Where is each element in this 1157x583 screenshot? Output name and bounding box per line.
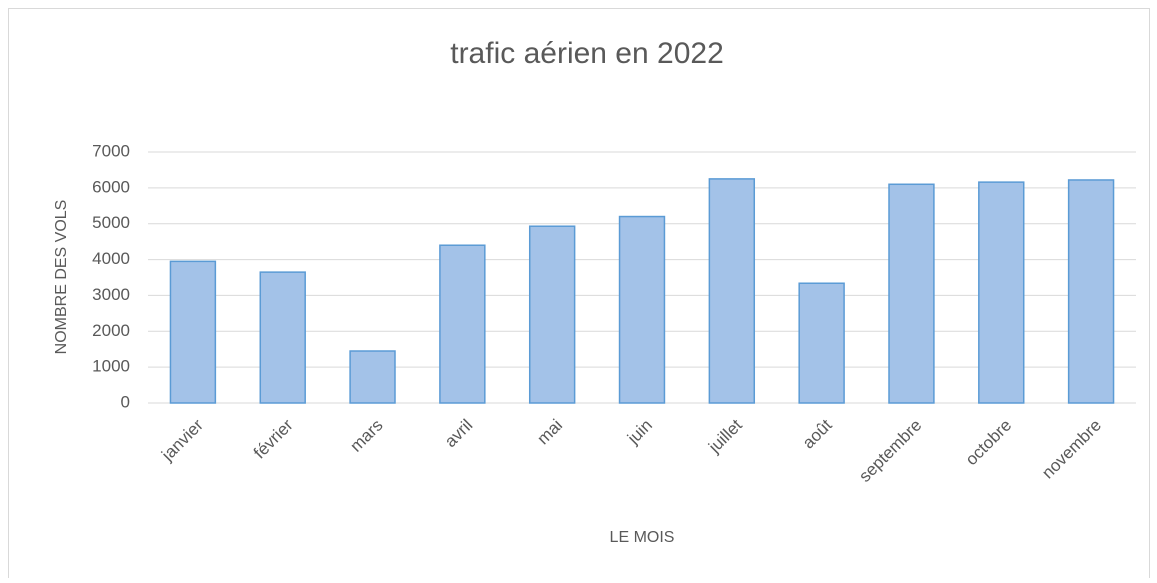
bar	[259, 271, 306, 404]
y-tick-label: 2000	[92, 321, 130, 340]
y-tick-label: 1000	[92, 357, 130, 376]
bar	[888, 183, 935, 404]
bar	[798, 282, 845, 404]
y-tick-label: 4000	[92, 249, 130, 268]
bar	[618, 215, 666, 404]
y-axis-label: NOMBRE DES VOLS	[53, 200, 70, 355]
y-tick-label: 6000	[92, 177, 130, 196]
bar	[708, 178, 756, 404]
y-tick-label: 7000	[92, 141, 130, 160]
chart-title: trafic aérien en 2022	[450, 37, 724, 70]
y-tick-label: 5000	[92, 213, 130, 232]
bar	[349, 350, 396, 404]
y-tick-label: 3000	[92, 285, 130, 304]
x-axis-label: LE MOIS	[610, 529, 675, 546]
bar	[528, 225, 576, 404]
bar	[1067, 179, 1115, 404]
y-tick-label: 0	[121, 392, 130, 411]
bar	[439, 244, 486, 404]
bar	[978, 181, 1025, 404]
bar	[169, 260, 217, 404]
